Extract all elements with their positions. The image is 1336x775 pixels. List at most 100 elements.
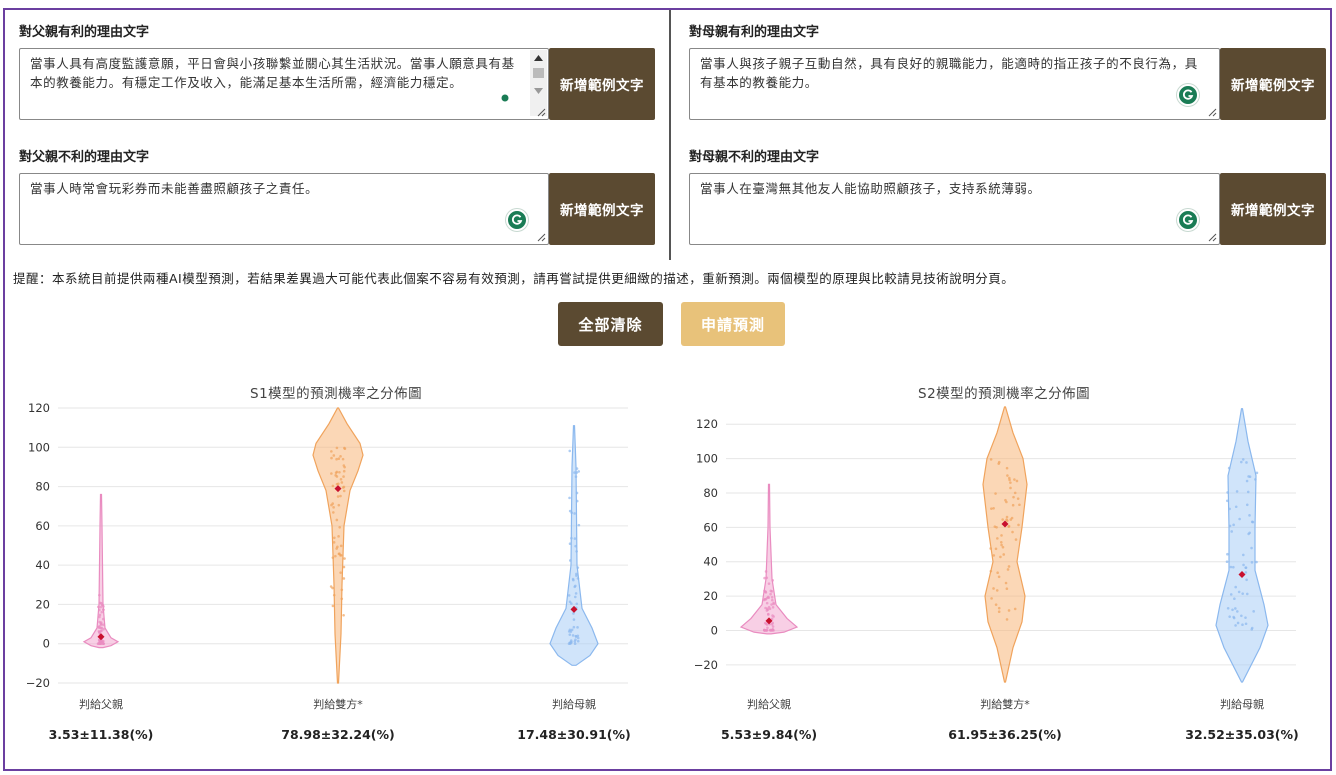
data-point — [1245, 503, 1249, 507]
data-point — [1226, 607, 1230, 610]
data-point — [1244, 571, 1248, 574]
data-point — [764, 570, 768, 573]
data-point — [1237, 590, 1241, 594]
data-point — [573, 595, 577, 599]
data-point — [575, 491, 579, 495]
data-point — [997, 610, 1001, 614]
data-point — [766, 626, 769, 630]
data-point — [339, 571, 342, 574]
data-point — [343, 465, 346, 469]
mean-marker-0 — [97, 633, 105, 641]
data-point — [1227, 466, 1231, 470]
father-con-textarea[interactable]: 當事人時常會玩彩券而未能善盡照顧孩子之責任。 — [19, 173, 549, 245]
mother-pro-add-button[interactable]: 新增範例文字 — [1220, 48, 1326, 120]
grammarly-icon[interactable] — [506, 209, 528, 231]
data-point — [100, 610, 104, 614]
y-tick-label: 40 — [35, 558, 50, 572]
y-tick-label: 60 — [703, 520, 718, 534]
data-point — [575, 467, 579, 470]
data-point — [343, 447, 347, 451]
data-point — [96, 642, 100, 645]
hint-text: 提醒：本系統目前提供兩種AI模型預測，若結果差異過大可能代表此個案不容易有效預測… — [13, 271, 1015, 286]
data-point — [574, 635, 578, 638]
data-point — [996, 537, 999, 540]
data-point — [102, 639, 105, 643]
y-tick-label: −20 — [26, 676, 50, 690]
data-point — [1005, 618, 1009, 621]
textarea-scrollbar[interactable] — [530, 50, 547, 116]
grammarly-icon[interactable] — [1177, 209, 1199, 231]
data-point — [99, 642, 103, 645]
data-point — [765, 607, 769, 611]
data-point — [332, 511, 335, 514]
chart2-stat-father: 5.53±9.84(%) — [720, 727, 818, 742]
data-point — [1251, 520, 1255, 524]
data-point — [576, 626, 579, 629]
chart1-stat-mother: 17.48±30.91(%) — [517, 727, 631, 742]
data-point — [574, 584, 577, 588]
data-point — [1015, 479, 1019, 483]
chart2-stat-both: 61.95±36.25(%) — [948, 727, 1062, 742]
father-pro-add-button[interactable]: 新增範例文字 — [549, 48, 655, 120]
data-point — [1013, 607, 1017, 611]
data-point — [338, 470, 341, 474]
mother-con-text: 當事人在臺灣無其他友人能協助照顧孩子，支持系統薄弱。 — [700, 181, 1041, 196]
data-point — [573, 537, 577, 540]
data-point — [570, 511, 574, 515]
data-point — [338, 525, 342, 529]
data-point — [1014, 538, 1018, 541]
data-point — [989, 547, 992, 550]
data-point — [342, 475, 345, 478]
mother-pro-label: 對母親有利的理由文字 — [689, 25, 820, 40]
data-point — [339, 455, 342, 458]
data-point — [1229, 565, 1233, 569]
data-point — [568, 509, 572, 513]
data-point — [1242, 553, 1245, 557]
father-con-add-button[interactable]: 新增範例文字 — [549, 173, 655, 245]
data-point — [575, 471, 579, 474]
data-point — [98, 630, 101, 634]
data-point — [989, 458, 993, 461]
data-point — [1001, 545, 1005, 549]
data-point — [1234, 607, 1237, 610]
data-point — [574, 475, 578, 479]
data-point — [990, 507, 993, 510]
data-point — [98, 593, 101, 597]
data-point — [338, 552, 341, 555]
chart2-violin-plot: −20 0 20 40 60 80 100 120 判給父親 判給雙方* 判給母親 — [694, 406, 1296, 711]
data-point — [1013, 491, 1017, 495]
data-point — [568, 542, 572, 546]
data-point — [575, 574, 578, 577]
data-point — [1232, 565, 1235, 569]
grammarly-icon[interactable] — [1177, 84, 1199, 106]
data-point — [102, 605, 105, 608]
data-point — [765, 601, 769, 605]
request-prediction-button[interactable]: 申請預測 — [681, 302, 785, 346]
data-point — [1242, 563, 1245, 567]
data-point — [343, 557, 346, 560]
data-point — [1245, 461, 1248, 464]
data-point — [98, 626, 101, 630]
data-point — [1007, 565, 1011, 568]
data-point — [332, 541, 336, 544]
data-point — [769, 589, 773, 593]
data-point — [102, 608, 105, 611]
mother-con-add-button[interactable]: 新增範例文字 — [1220, 173, 1326, 245]
father-pro-textarea[interactable]: 當事人具有高度監護意願，平日會與小孩聯繫並關心其生活狀況。當事人願意具有基本的教… — [19, 48, 549, 120]
data-point — [1252, 610, 1255, 613]
y-tick-label: 100 — [28, 440, 50, 454]
data-point — [1248, 514, 1251, 517]
y-tick-label: 100 — [696, 452, 718, 466]
data-point — [98, 613, 102, 617]
data-point — [997, 606, 1001, 610]
clear-all-button[interactable]: 全部清除 — [558, 302, 663, 346]
data-point — [1000, 534, 1003, 537]
mother-con-textarea[interactable]: 當事人在臺灣無其他友人能協助照顧孩子，支持系統薄弱。 — [689, 173, 1220, 245]
mother-pro-textarea[interactable]: 當事人與孩子親子互動自然，具有良好的親職能力，能適時的指正孩子的不良行為，具有基… — [689, 48, 1220, 120]
data-point — [766, 613, 770, 616]
data-point — [765, 629, 768, 632]
data-point — [770, 617, 774, 621]
data-point — [992, 506, 995, 510]
data-point — [335, 518, 339, 522]
data-point — [1225, 560, 1229, 564]
